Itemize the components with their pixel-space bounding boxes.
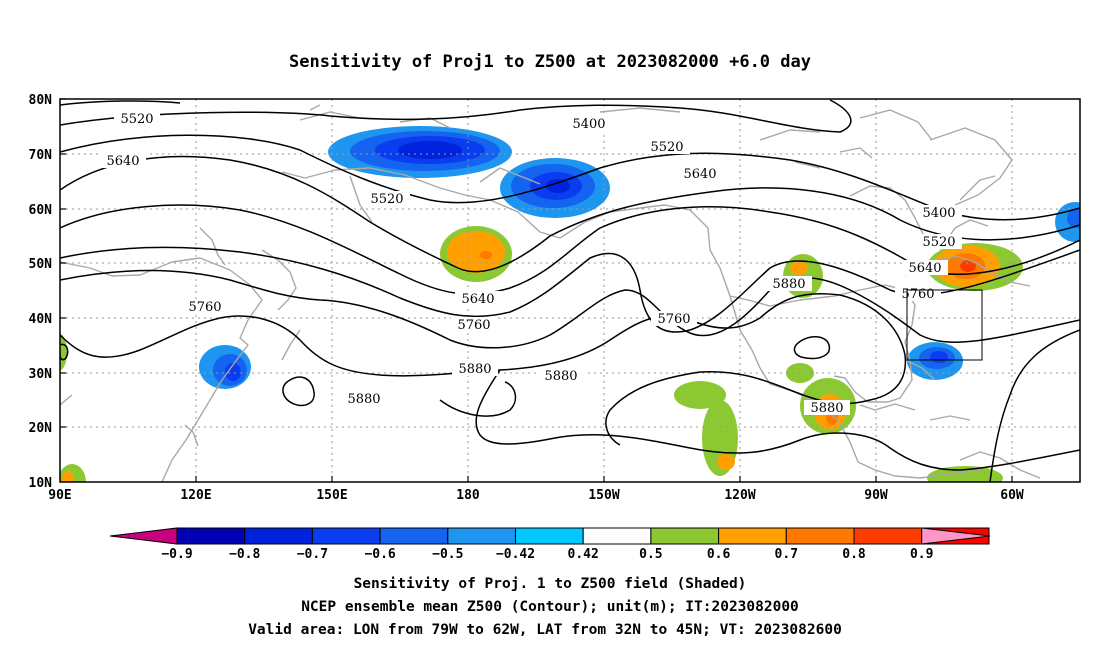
lat-tick-label: 40N	[29, 312, 53, 327]
longitude-axis: 90E 120E 150E 180 150W 120W 90W 60W	[48, 488, 1024, 503]
footer: Sensitivity of Proj. 1 to Z500 field (Sh…	[248, 576, 842, 638]
coastlines	[60, 104, 1041, 482]
colorbar-swatch	[650, 527, 720, 545]
colorbar-label: 0.7	[775, 547, 798, 562]
colorbar-label: −0.6	[364, 547, 395, 562]
colorbar-swatch	[244, 527, 313, 545]
lat-tick-label: 10N	[29, 476, 53, 491]
contour-label: 5880	[772, 277, 805, 292]
lon-tick-label: 150W	[588, 488, 619, 503]
contour-label: 5640	[461, 292, 494, 307]
latitude-axis: 80N 70N 60N 50N 40N 30N 20N 10N	[29, 93, 53, 491]
colorbar-swatch	[447, 527, 516, 545]
contour-label: 5400	[922, 206, 955, 221]
map-title: Sensitivity of Proj1 to Z500 at 20230820…	[289, 52, 811, 72]
colorbar-swatch	[379, 527, 449, 545]
colorbar-labels: −0.9 −0.8 −0.7 −0.6 −0.5 −0.42 0.42 0.5 …	[161, 547, 933, 562]
contour-label: 5760	[188, 300, 221, 315]
colorbar-swatch	[311, 527, 381, 545]
lon-tick-label: 180	[456, 488, 480, 503]
colorbar-swatch	[582, 527, 652, 545]
colorbar-swatch	[853, 527, 923, 545]
colorbar-label: −0.8	[229, 547, 260, 562]
colorbar-label: −0.9	[161, 547, 192, 562]
contour-label: 5760	[657, 312, 690, 327]
lat-tick-label: 60N	[29, 203, 53, 218]
contour-label: 5640	[106, 154, 139, 169]
colorbar-swatch	[515, 527, 584, 545]
lat-tick-label: 50N	[29, 257, 53, 272]
colorbar-label: 0.8	[842, 547, 866, 562]
footer-line: Sensitivity of Proj. 1 to Z500 field (Sh…	[354, 576, 747, 592]
footer-line: NCEP ensemble mean Z500 (Contour); unit(…	[301, 599, 799, 615]
colorbar-arrow-high	[921, 527, 991, 545]
lon-tick-label: 90E	[48, 488, 71, 503]
colorbar-swatch	[785, 527, 855, 545]
contour-label: 5880	[347, 392, 380, 407]
colorbar-label: −0.5	[432, 547, 463, 562]
contour-label: 5520	[922, 235, 955, 250]
contour-label: 5520	[120, 112, 153, 127]
contour-label: 5880	[810, 401, 843, 416]
colorbar-label: 0.6	[707, 547, 731, 562]
colorbar-swatch	[176, 527, 246, 545]
lon-tick-label: 150E	[316, 488, 347, 503]
lat-tick-label: 70N	[29, 148, 53, 163]
colorbar-label: −0.42	[496, 547, 535, 562]
contour-label: 5400	[572, 117, 605, 132]
contour-label: 5520	[370, 192, 403, 207]
lat-tick-label: 20N	[29, 421, 53, 436]
contour-label: 5760	[901, 287, 934, 302]
footer-line: Valid area: LON from 79W to 62W, LAT fro…	[248, 622, 842, 638]
tick-marks	[60, 98, 1013, 482]
colorbar-label: 0.5	[639, 547, 662, 562]
lon-tick-label: 120E	[180, 488, 211, 503]
lon-tick-label: 60W	[1000, 488, 1024, 503]
contour-label: 5640	[908, 261, 941, 276]
contour-label: 5640	[683, 167, 716, 182]
lat-tick-label: 30N	[29, 367, 53, 382]
lat-tick-label: 80N	[29, 93, 53, 108]
plot-frame	[59, 98, 1081, 483]
lon-tick-label: 120W	[724, 488, 755, 503]
colorbar-arrow-low	[109, 527, 178, 545]
colorbar-label: −0.7	[297, 547, 328, 562]
contour-label: 5520	[650, 140, 683, 155]
lon-tick-label: 90W	[864, 488, 888, 503]
contour-label: 5880	[544, 369, 577, 384]
valid-area-box	[906, 289, 983, 361]
colorbar-swatch	[718, 527, 787, 545]
colorbar-label: 0.9	[910, 547, 933, 562]
contour-label: 5760	[457, 318, 490, 333]
colorbar	[109, 527, 991, 545]
colorbar-label: 0.42	[568, 547, 599, 562]
contour-label: 5880	[458, 362, 491, 377]
grid	[60, 99, 1080, 482]
